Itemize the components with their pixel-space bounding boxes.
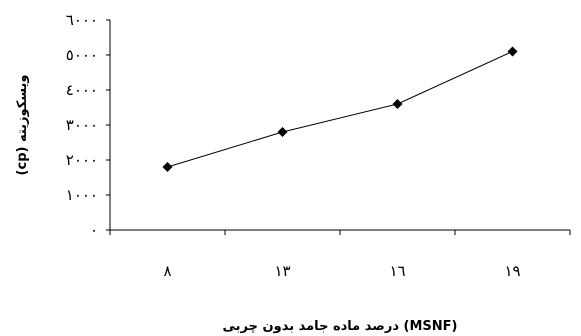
y-tick-label: ٣٠٠٠ <box>66 116 98 134</box>
x-tick-label: ١٩ <box>504 262 520 280</box>
y-tick-label: ١٠٠٠ <box>66 186 98 204</box>
x-axis-ticks: ٨ ١٣ ١٦ ١٩ <box>109 230 571 280</box>
y-axis-title: ویسکوزیته (cp) <box>15 75 30 176</box>
x-tick-label: ٨ <box>163 262 171 280</box>
y-tick-label: ٤٠٠٠ <box>66 81 98 99</box>
y-tick-label: ٥٠٠٠ <box>66 46 98 64</box>
data-markers <box>162 46 518 172</box>
y-tick-label: ٠ <box>90 221 98 239</box>
data-point-marker <box>162 162 173 172</box>
y-tick-label: ٢٠٠٠ <box>66 151 98 169</box>
data-point-marker <box>392 99 403 109</box>
x-axis-title: (MSNF) درصد ماده جامد بدون چربی <box>223 319 458 334</box>
y-tick-label: ٦٠٠٠ <box>66 11 98 29</box>
x-tick-label: ١٦ <box>389 262 405 280</box>
y-axis-ticks: ٠ ١٠٠٠ ٢٠٠٠ ٣٠٠٠ ٤٠٠٠ ٥٠٠٠ ٦٠٠٠ <box>66 11 110 239</box>
data-point-marker <box>277 127 288 137</box>
series-line <box>167 51 513 168</box>
x-tick-label: ١٣ <box>274 262 290 280</box>
data-point-marker <box>507 46 518 57</box>
